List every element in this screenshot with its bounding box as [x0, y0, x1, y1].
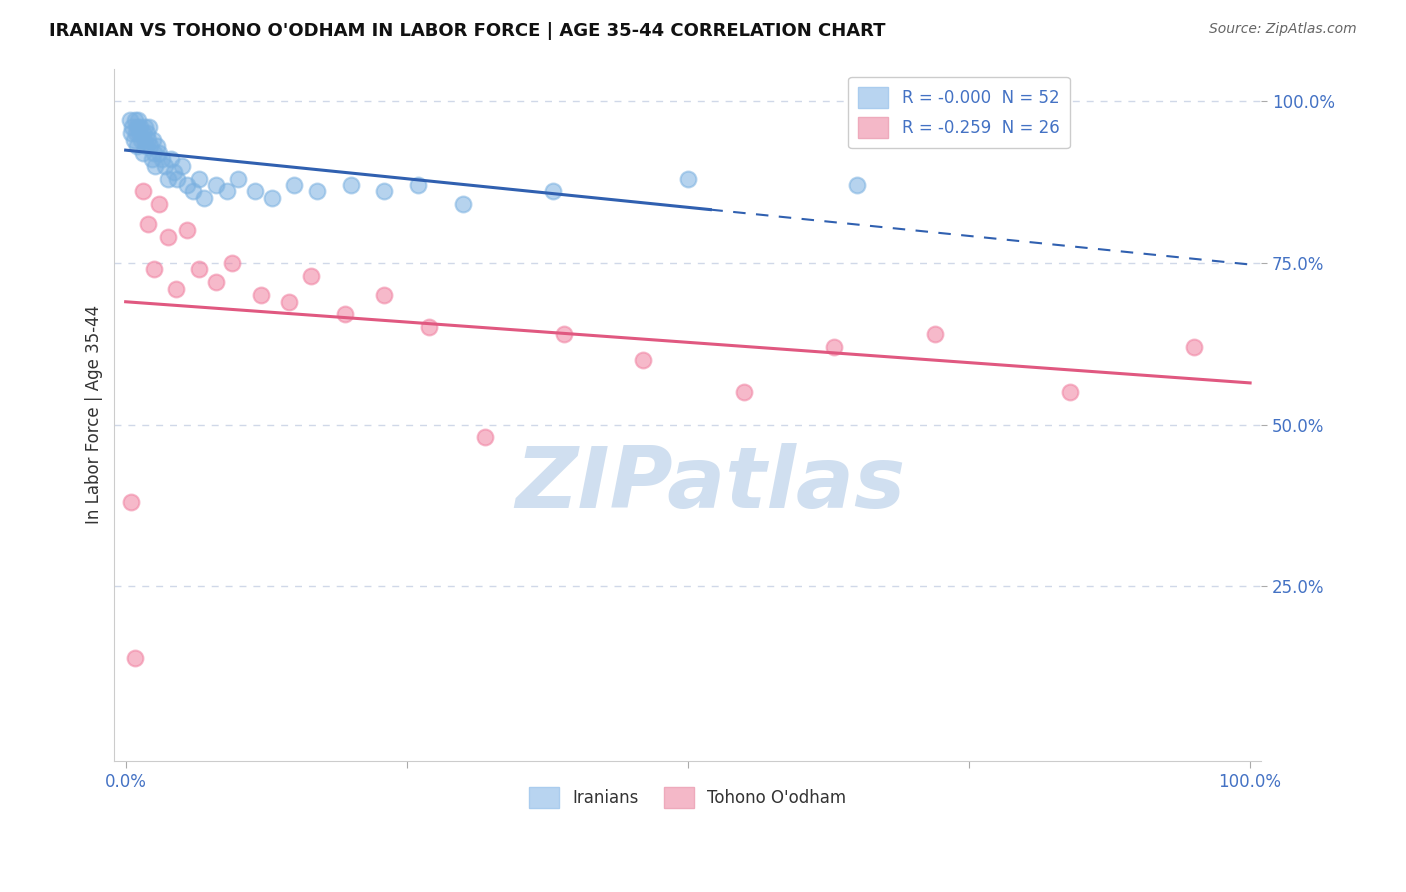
Point	[226, 171, 249, 186]
Point	[124, 650, 146, 665]
Point	[339, 178, 361, 192]
Point	[121, 120, 143, 134]
Point	[418, 320, 440, 334]
Point	[333, 308, 356, 322]
Point	[1059, 385, 1081, 400]
Text: ZIPatlas: ZIPatlas	[516, 442, 905, 525]
Point	[1182, 340, 1205, 354]
Point	[142, 262, 165, 277]
Point	[215, 185, 238, 199]
Point	[136, 126, 159, 140]
Point	[305, 185, 328, 199]
Point	[129, 120, 152, 134]
Point	[166, 171, 188, 186]
Point	[132, 133, 155, 147]
Point	[451, 197, 474, 211]
Point	[243, 185, 266, 199]
Point	[553, 326, 575, 341]
Point	[373, 185, 395, 199]
Y-axis label: In Labor Force | Age 35-44: In Labor Force | Age 35-44	[86, 305, 103, 524]
Point	[187, 262, 209, 277]
Point	[283, 178, 305, 192]
Point	[176, 178, 198, 192]
Point	[139, 139, 162, 153]
Point	[845, 178, 868, 192]
Point	[157, 229, 180, 244]
Point	[193, 191, 215, 205]
Point	[249, 288, 271, 302]
Point	[124, 113, 146, 128]
Point	[165, 282, 187, 296]
Point	[823, 340, 845, 354]
Point	[131, 133, 153, 147]
Point	[159, 152, 181, 166]
Point	[406, 178, 429, 192]
Point	[125, 120, 148, 134]
Point	[142, 133, 165, 147]
Point	[131, 126, 153, 140]
Point	[676, 171, 699, 186]
Legend: Iranians, Tohono O'odham: Iranians, Tohono O'odham	[523, 780, 853, 815]
Point	[924, 326, 946, 341]
Point	[299, 268, 322, 283]
Point	[170, 159, 193, 173]
Point	[221, 256, 243, 270]
Point	[127, 113, 149, 128]
Point	[260, 191, 283, 205]
Point	[125, 139, 148, 153]
Point	[474, 430, 496, 444]
Point	[733, 385, 755, 400]
Point	[204, 275, 226, 289]
Point	[131, 145, 153, 160]
Point	[541, 185, 564, 199]
Text: IRANIAN VS TOHONO O'ODHAM IN LABOR FORCE | AGE 35-44 CORRELATION CHART: IRANIAN VS TOHONO O'ODHAM IN LABOR FORCE…	[49, 22, 886, 40]
Point	[134, 120, 156, 134]
Point	[148, 197, 170, 211]
Point	[176, 223, 198, 237]
Point	[143, 159, 166, 173]
Point	[148, 145, 170, 160]
Point	[181, 185, 204, 199]
Point	[128, 126, 150, 140]
Point	[131, 185, 153, 199]
Point	[153, 159, 176, 173]
Point	[122, 133, 145, 147]
Point	[373, 288, 395, 302]
Point	[141, 152, 163, 166]
Point	[163, 165, 186, 179]
Point	[125, 126, 148, 140]
Point	[136, 217, 159, 231]
Point	[135, 139, 157, 153]
Point	[157, 171, 180, 186]
Point	[120, 126, 142, 140]
Point	[150, 152, 173, 166]
Point	[631, 352, 654, 367]
Point	[204, 178, 226, 192]
Point	[277, 294, 299, 309]
Text: Source: ZipAtlas.com: Source: ZipAtlas.com	[1209, 22, 1357, 37]
Point	[142, 145, 165, 160]
Point	[120, 113, 142, 128]
Point	[136, 133, 159, 147]
Point	[187, 171, 209, 186]
Point	[146, 139, 169, 153]
Point	[138, 120, 160, 134]
Point	[120, 495, 142, 509]
